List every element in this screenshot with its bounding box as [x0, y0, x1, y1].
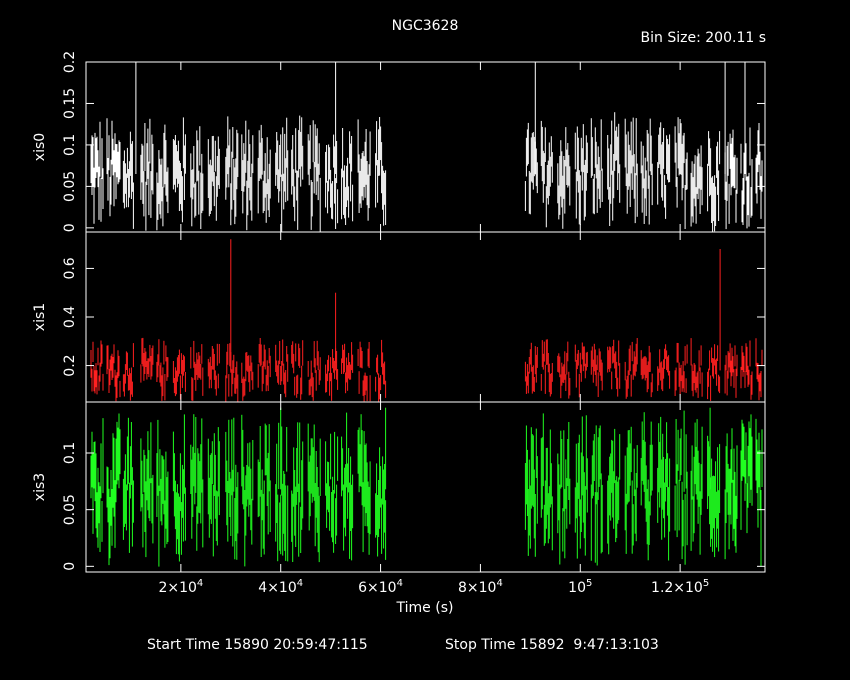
y-axis-label: xis1 [32, 303, 48, 331]
x-tick-label: 2×104 [158, 578, 203, 596]
y-tick-label: 0.1 [62, 442, 78, 464]
x-tick-label: 6×104 [358, 578, 403, 596]
y-tick-label: 0.1 [62, 134, 78, 156]
bin-size-label: Bin Size: 200.11 s [640, 30, 766, 46]
panel-frame-xis3 [85, 401, 766, 573]
chart-title: NGC3628 [391, 18, 459, 34]
series-xis3 [90, 407, 763, 567]
y-tick-label: 0.4 [62, 306, 78, 328]
start-time-label: Start Time 15890 20:59:47:115 [147, 637, 368, 653]
y-tick-label: 0 [62, 223, 78, 232]
y-tick-label: 0.05 [62, 494, 78, 525]
x-tick-label: 4×104 [258, 578, 303, 596]
x-tick-label: 105 [568, 578, 592, 596]
stop-time-label: Stop Time 15892 9:47:13:103 [445, 637, 659, 653]
y-tick-label: 0.2 [62, 51, 78, 73]
y-tick-label: 0 [62, 562, 78, 571]
x-axis-label: Time (s) [396, 600, 454, 616]
y-tick-label: 0.15 [62, 88, 78, 119]
y-tick-label: 0.6 [62, 257, 78, 279]
x-tick-label: 1.2×105 [651, 578, 709, 596]
y-tick-label: 0.2 [62, 354, 78, 376]
x-tick-label: 8×104 [458, 578, 503, 596]
y-axis-label: xis3 [32, 473, 48, 501]
series-xis0 [90, 62, 763, 232]
y-axis-label: xis0 [32, 133, 48, 161]
series-xis1 [90, 239, 763, 402]
y-tick-label: 0.05 [62, 171, 78, 202]
